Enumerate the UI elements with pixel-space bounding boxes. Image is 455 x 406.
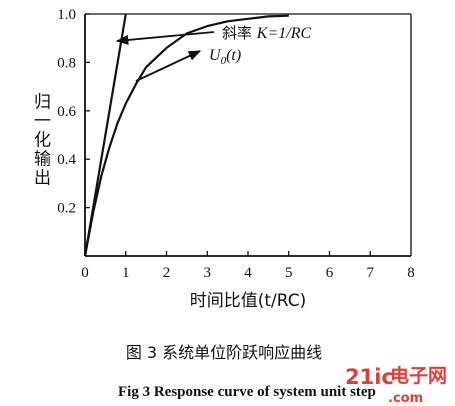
x-tick-label: 7 <box>367 265 375 281</box>
x-tick-label: 3 <box>204 265 212 281</box>
x-axis-label: 时间比值(t/RC) <box>190 291 307 311</box>
x-tick-label: 2 <box>163 265 171 281</box>
annotation-u0-arrow <box>135 50 202 82</box>
y-tick-label: 0.4 <box>57 152 76 168</box>
annotation-u0-symbol: U <box>209 47 222 64</box>
y-tick-label: 1.0 <box>57 7 76 23</box>
watermark-domain: .com <box>388 391 423 406</box>
annotation-slope-formula: K=1/RC <box>256 25 312 42</box>
annotation-slope-label: 斜率 K=1/RC <box>222 24 311 42</box>
annotation-slope: 斜率 K=1/RC <box>115 24 311 45</box>
watermark-logo: 21ic 电子网 .com <box>345 364 447 406</box>
caption-english: Fig 3 Response curve of system unit step <box>118 384 376 400</box>
x-tick-label: 1 <box>122 265 130 281</box>
x-tick-label: 8 <box>407 265 415 281</box>
y-axis-ticks: 1.0 0.8 0.6 0.4 0.2 <box>57 7 90 217</box>
y-tick-label: 0.2 <box>57 201 76 217</box>
y-tick-label: 0.6 <box>57 104 76 120</box>
u0-curve <box>83 14 289 257</box>
x-tick-label: 0 <box>81 265 89 281</box>
slope-line <box>83 13 127 257</box>
x-tick-label: 6 <box>326 265 334 281</box>
annotation-slope-arrow <box>115 31 215 45</box>
annotation-u0-subscript: 0 <box>221 55 227 67</box>
annotation-slope-prefix: 斜率 <box>222 24 257 42</box>
y-tick-label: 0.8 <box>57 55 76 71</box>
plot-frame <box>84 13 412 257</box>
y-axis-label: 归一化输出 <box>30 92 51 187</box>
annotation-u0-label: U0(t) <box>209 47 241 67</box>
x-tick-label: 5 <box>285 265 293 281</box>
annotation-u0-suffix: (t) <box>226 47 241 64</box>
watermark-cn: 电子网 <box>390 364 447 387</box>
series-layer <box>83 13 289 257</box>
x-axis-ticks: 0 1 2 3 4 5 6 7 8 <box>81 251 415 281</box>
watermark-brand: 21ic <box>345 365 394 389</box>
x-tick-label: 4 <box>244 265 252 281</box>
caption-chinese: 图 3 系统单位阶跃响应曲线 <box>126 343 322 362</box>
annotation-u0: U0(t) <box>135 47 241 82</box>
